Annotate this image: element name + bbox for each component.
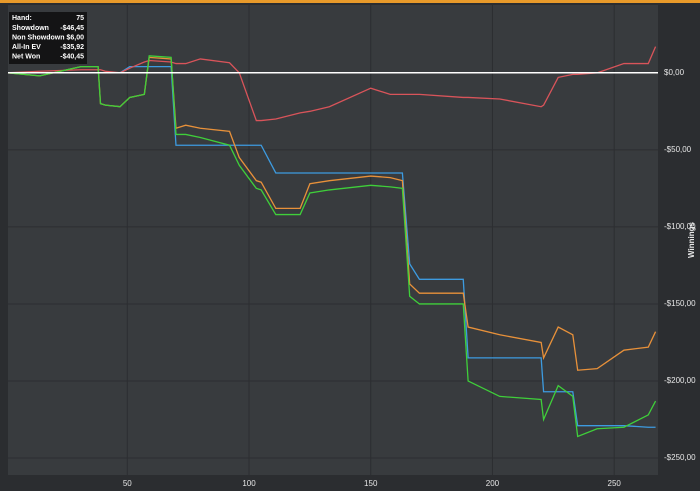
tooltip-box bbox=[9, 12, 87, 64]
tooltip: Hand: 75 Showdown -$46,45 Non Showdown $6,00 A… bbox=[9, 12, 87, 64]
x-tick-label: 150 bbox=[364, 479, 378, 488]
top-bar bbox=[0, 0, 700, 3]
plot-area bbox=[8, 5, 658, 475]
y-tick-label: $0,00 bbox=[664, 68, 685, 77]
tooltip-value: -$40,45 bbox=[60, 53, 84, 60]
y-axis-label: Winnings bbox=[687, 221, 696, 257]
series-line bbox=[7, 55, 657, 438]
y-tick-label: -$150,00 bbox=[664, 299, 696, 308]
y-tick-label: -$100,00 bbox=[664, 222, 696, 231]
grid bbox=[8, 5, 658, 475]
tooltip-label: All-In EV bbox=[12, 44, 41, 51]
tooltip-label: Non Showdown bbox=[12, 34, 65, 41]
y-tick-label: -$250,00 bbox=[664, 453, 696, 462]
lines bbox=[7, 46, 657, 438]
tooltip-value: 75 bbox=[76, 15, 84, 22]
tooltip-value: -$46,45 bbox=[60, 25, 84, 32]
y-tick-label: -$50,00 bbox=[664, 145, 692, 154]
x-tick-label: 200 bbox=[486, 479, 500, 488]
tooltip-label: Net Won bbox=[12, 53, 40, 60]
tooltip-value: -$35,92 bbox=[60, 44, 84, 51]
tooltip-label: Hand: bbox=[12, 15, 32, 22]
x-tick-label: 100 bbox=[242, 479, 256, 488]
x-tick-label: 50 bbox=[123, 479, 132, 488]
tooltip-value: $6,00 bbox=[66, 34, 84, 41]
y-tick-label: -$200,00 bbox=[664, 376, 696, 385]
series-line bbox=[7, 46, 657, 122]
tooltip-label: Showdown bbox=[12, 25, 49, 32]
x-tick-label: 250 bbox=[608, 479, 622, 488]
